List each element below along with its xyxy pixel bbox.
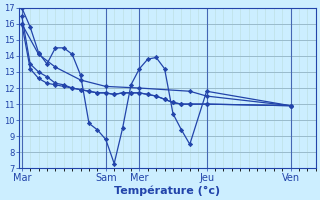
X-axis label: Température (°c): Température (°c) (114, 185, 220, 196)
